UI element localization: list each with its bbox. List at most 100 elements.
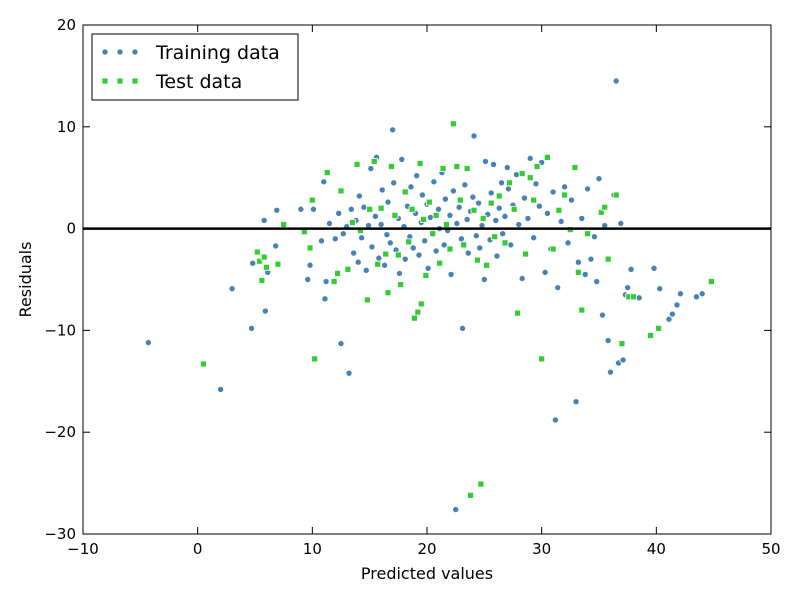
test-point <box>391 211 399 219</box>
training-point <box>398 155 406 164</box>
training-point <box>446 211 454 220</box>
training-point <box>529 234 538 242</box>
test-point <box>479 215 487 222</box>
test-point <box>382 250 390 258</box>
training-point <box>598 311 607 319</box>
training-point <box>247 324 256 333</box>
training-point <box>470 132 478 140</box>
test-point <box>514 309 521 317</box>
training-point <box>595 175 603 183</box>
x-tick-label: 50 <box>761 540 780 558</box>
test-point <box>446 245 454 253</box>
training-point <box>455 203 463 211</box>
training-point <box>401 255 409 263</box>
test-point <box>522 250 530 258</box>
training-point <box>520 194 529 202</box>
test-point <box>417 300 425 308</box>
training-point <box>590 233 599 241</box>
training-point <box>554 283 562 292</box>
test-point <box>483 261 491 269</box>
training-point <box>360 203 368 211</box>
test-point <box>443 221 450 228</box>
test-point <box>323 169 331 177</box>
training-point <box>447 270 455 279</box>
test-point <box>561 191 568 199</box>
test-point <box>618 340 626 348</box>
training-point <box>362 266 370 275</box>
legend: Training data Test data <box>91 33 299 101</box>
ticks-layer: −10 0 10 20 30 40 50 −30 −20 −10 0 10 20 <box>44 16 780 558</box>
training-point <box>464 249 472 257</box>
training-point <box>407 183 415 191</box>
training-point <box>593 277 601 286</box>
test-point <box>571 164 579 171</box>
training-point <box>441 195 450 203</box>
x-tick-label: 20 <box>417 540 436 558</box>
training-point <box>489 160 498 169</box>
training-point <box>526 154 534 163</box>
test-point <box>397 281 405 288</box>
test-point <box>349 219 356 226</box>
test-point <box>506 179 513 187</box>
training-point <box>430 178 438 186</box>
test-point <box>422 272 430 279</box>
training-point <box>535 202 544 210</box>
training-point <box>656 284 664 293</box>
test-point <box>474 256 481 264</box>
test-point <box>491 233 499 241</box>
training-point <box>543 209 552 218</box>
training-point <box>383 231 391 239</box>
test-point <box>384 289 392 297</box>
training-point <box>440 241 448 249</box>
test-point <box>425 198 433 206</box>
x-tick-label: 10 <box>303 540 322 558</box>
training-point <box>216 385 225 394</box>
training-point <box>458 324 467 333</box>
test-point <box>538 355 546 363</box>
training-point <box>335 209 343 218</box>
test-point <box>432 211 440 219</box>
test-point <box>477 480 485 488</box>
test-point <box>495 192 503 200</box>
test-point <box>584 230 591 238</box>
training-point <box>345 369 353 377</box>
training-point <box>390 179 398 187</box>
x-tick-label: 40 <box>647 540 666 558</box>
training-point <box>320 178 328 186</box>
training-point <box>503 163 511 172</box>
test-point <box>510 205 518 213</box>
test-point <box>555 206 563 214</box>
training-point <box>476 244 484 252</box>
y-tick-label: −10 <box>44 321 76 339</box>
legend-circle-icon <box>131 48 139 56</box>
training-point <box>617 219 625 228</box>
test-point <box>518 170 526 178</box>
training-point <box>424 264 432 273</box>
training-point <box>144 338 153 347</box>
training-point <box>676 290 685 298</box>
training-point <box>322 277 330 286</box>
test-point <box>263 263 270 271</box>
training-point <box>375 254 383 262</box>
training-point <box>574 258 583 266</box>
test-point <box>501 239 509 247</box>
training-point <box>367 164 375 173</box>
training-point <box>297 205 305 213</box>
training-point <box>532 180 540 188</box>
training-point <box>541 268 549 277</box>
test-point <box>467 491 474 499</box>
training-point <box>567 196 576 204</box>
training-point <box>273 206 281 214</box>
legend-circle-icon <box>116 48 124 56</box>
x-axis-label: Predicted values <box>361 564 493 583</box>
test-point <box>470 206 478 214</box>
test-point <box>330 278 338 285</box>
training-point <box>480 275 489 284</box>
training-point <box>650 264 658 273</box>
training-point <box>627 265 635 274</box>
test-point <box>337 187 345 195</box>
test-point <box>366 205 374 213</box>
legend-square-icon <box>131 77 139 85</box>
test-point <box>408 205 416 213</box>
